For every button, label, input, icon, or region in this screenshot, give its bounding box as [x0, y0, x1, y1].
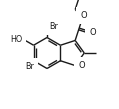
Text: Br: Br: [49, 22, 58, 31]
Text: O: O: [89, 28, 96, 37]
Text: O: O: [79, 61, 85, 70]
Text: HO: HO: [10, 35, 22, 44]
Text: O: O: [80, 11, 87, 20]
Text: Br: Br: [25, 62, 34, 71]
